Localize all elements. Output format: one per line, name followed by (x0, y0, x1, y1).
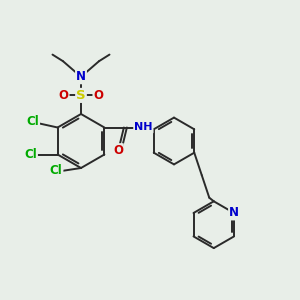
Text: N: N (76, 70, 86, 83)
Text: Cl: Cl (26, 115, 39, 128)
Text: Cl: Cl (50, 164, 62, 178)
Text: O: O (113, 144, 123, 157)
Text: S: S (76, 89, 86, 102)
Text: N: N (229, 206, 239, 220)
Text: O: O (58, 89, 69, 102)
Text: O: O (93, 89, 103, 102)
Text: NH: NH (134, 122, 153, 133)
Text: Cl: Cl (24, 148, 37, 161)
